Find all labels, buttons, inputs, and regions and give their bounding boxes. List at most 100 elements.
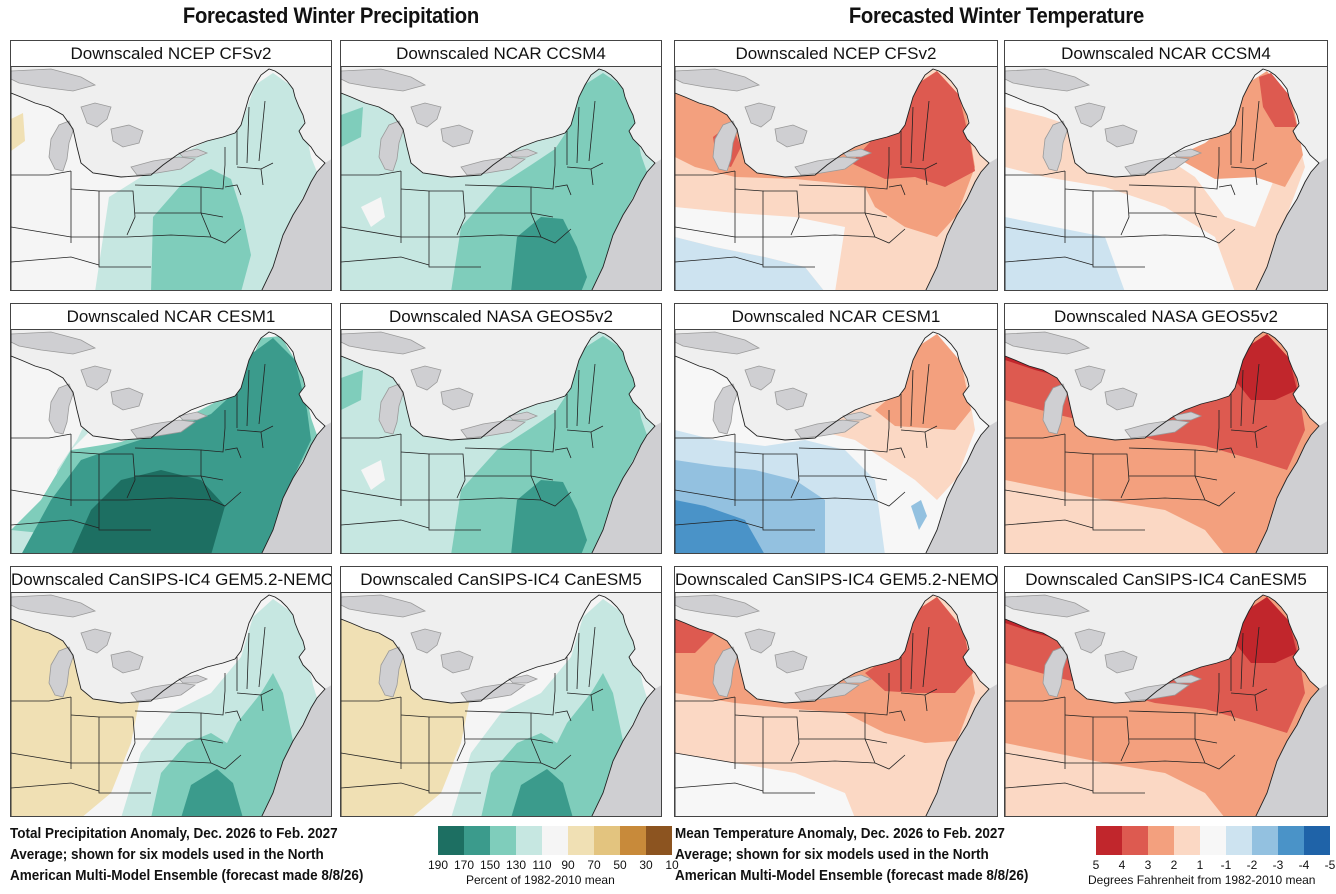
precip-legend-swatch xyxy=(594,826,620,855)
state-border xyxy=(429,190,466,236)
temp-legend-swatch xyxy=(1200,826,1226,855)
coastline xyxy=(1005,67,1320,290)
map-panel: Downscaled NCEP CFSv2 xyxy=(674,40,998,291)
state-border xyxy=(1092,506,1145,531)
map-canvas xyxy=(11,593,331,816)
atlantic-ocean xyxy=(1255,158,1327,290)
anomaly-contour xyxy=(511,217,587,290)
state-border xyxy=(1005,782,1094,792)
atlantic-ocean xyxy=(1255,421,1327,553)
great-lake xyxy=(341,331,427,355)
anomaly-contour xyxy=(361,197,385,227)
great-lake xyxy=(794,682,861,702)
great-lake xyxy=(460,156,527,176)
great-lake xyxy=(130,419,197,439)
panel-model-label: Downscaled NCAR CESM1 xyxy=(11,304,331,330)
great-lake xyxy=(410,628,442,654)
panel-model-label: Downscaled CanSIPS-IC4 CanESM5 xyxy=(1005,567,1327,593)
anomaly-contour xyxy=(1005,480,1225,553)
map-canvas xyxy=(675,330,997,553)
precip-legend-swatch xyxy=(490,826,516,855)
anomaly-contour xyxy=(341,107,363,147)
state-border xyxy=(341,433,402,439)
state-border xyxy=(864,164,890,190)
map-panel: Downscaled NASA GEOS5v2 xyxy=(1004,303,1328,554)
temp-legend-swatch xyxy=(1252,826,1278,855)
anomaly-contour xyxy=(675,597,975,743)
great-lake xyxy=(378,120,404,172)
state-border xyxy=(864,427,890,453)
anomaly-contour xyxy=(1235,597,1297,663)
great-lake xyxy=(744,628,776,654)
state-border xyxy=(11,782,100,792)
state-border xyxy=(200,212,212,238)
state-border xyxy=(1194,475,1206,501)
state-border xyxy=(924,168,928,186)
anomaly-contour xyxy=(511,480,587,553)
state-border xyxy=(246,106,250,164)
state-border xyxy=(98,769,151,794)
precip-legend-tick: 30 xyxy=(639,858,653,872)
precip-legend-tick: 50 xyxy=(613,858,627,872)
state-border xyxy=(763,453,800,499)
state-border xyxy=(675,256,764,266)
great-lake xyxy=(842,674,873,684)
great-lake xyxy=(440,650,474,674)
precip-caption-line-3: American Multi-Model Ensemble (forecast … xyxy=(10,867,364,884)
state-border xyxy=(341,170,402,176)
state-border xyxy=(1092,243,1145,268)
anomaly-contour xyxy=(151,673,293,816)
great-lake xyxy=(110,387,144,411)
state-border xyxy=(590,431,594,449)
anomaly-contour xyxy=(851,71,975,187)
state-border xyxy=(1254,168,1258,186)
anomaly-contour xyxy=(911,500,927,530)
state-border xyxy=(1093,716,1130,762)
coastline xyxy=(675,593,990,816)
great-lake xyxy=(1074,628,1106,654)
great-lake xyxy=(744,365,776,391)
state-border xyxy=(11,752,127,764)
state-border xyxy=(1093,190,1130,236)
great-lake xyxy=(712,120,738,172)
precip-caption-line-2: Average; shown for six models used in th… xyxy=(10,846,324,863)
state-border xyxy=(341,489,457,501)
anomaly-contour xyxy=(675,207,845,290)
anomaly-contour xyxy=(675,237,825,290)
great-lake xyxy=(110,124,144,148)
state-border xyxy=(675,489,791,501)
great-lake xyxy=(675,68,761,92)
temp-legend-tick: 3 xyxy=(1144,858,1152,872)
state-border xyxy=(260,168,264,186)
atlantic-ocean xyxy=(261,685,331,816)
temp-legend-swatch xyxy=(1278,826,1304,855)
anomaly-contour xyxy=(875,334,971,430)
state-border xyxy=(258,100,266,162)
great-lake xyxy=(410,365,442,391)
panel-model-label: Downscaled CanSIPS-IC4 GEM5.2-NEMO xyxy=(11,567,331,593)
map-panel: Downscaled CanSIPS-IC4 GEM5.2-NEMO xyxy=(674,566,998,817)
map-canvas xyxy=(11,330,331,553)
state-border xyxy=(554,447,572,459)
state-border xyxy=(864,690,890,716)
great-lake xyxy=(1074,365,1106,391)
state-border xyxy=(456,760,542,764)
state-border xyxy=(456,234,542,238)
great-lake xyxy=(1104,124,1138,148)
state-border xyxy=(910,369,914,427)
great-lake xyxy=(130,156,197,176)
precip-legend-unit: Percent of 1982-2010 mean xyxy=(466,873,615,887)
anomaly-contour xyxy=(1259,73,1297,127)
anomaly-contour xyxy=(361,460,385,490)
temp-legend-tick: -4 xyxy=(1298,858,1310,872)
precip-color-legend: 190 170 150 130 110 90 70 50 30 10 Percent of 1982… xyxy=(428,826,679,890)
state-border xyxy=(210,491,242,507)
state-border xyxy=(341,696,402,702)
map-canvas xyxy=(1005,593,1327,816)
state-border xyxy=(874,228,906,244)
state-border xyxy=(200,164,226,190)
state-border xyxy=(210,754,242,770)
coastline xyxy=(675,67,990,290)
great-lake xyxy=(744,102,776,128)
panel-model-label: Downscaled NCEP CFSv2 xyxy=(675,41,997,67)
